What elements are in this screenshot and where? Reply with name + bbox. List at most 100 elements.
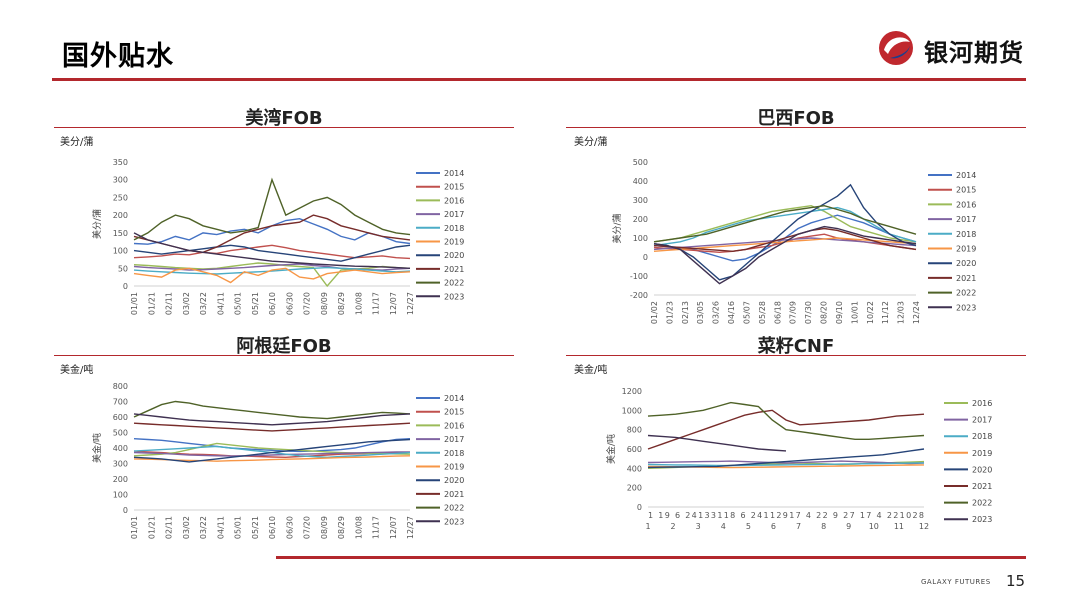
- x-tick-label: 05/01: [234, 292, 243, 315]
- legend-label-2022: 2022: [444, 279, 464, 288]
- x-tick-label: 1: [645, 522, 650, 531]
- legend-label-2015: 2015: [956, 186, 976, 195]
- series-line-2016: [653, 204, 917, 243]
- legend-label-2019: 2019: [444, 463, 464, 472]
- y-tick-label: -200: [630, 291, 648, 300]
- series-line-2020: [647, 448, 925, 469]
- legend-label-2020: 2020: [444, 251, 464, 260]
- y-tick-label: 100: [113, 247, 128, 256]
- y-tick-label: 800: [627, 426, 642, 435]
- chart-2: 0 100 200 300 400 500 600 700 800 美金/吨 01/01 01/21 0…: [91, 382, 464, 539]
- y-tick-label: 400: [113, 444, 128, 453]
- x-tick-label: 06/10: [268, 516, 277, 539]
- y-tick-label: 50: [118, 264, 128, 273]
- legend-label-2019: 2019: [956, 245, 976, 254]
- y-tick-label: 150: [113, 229, 128, 238]
- x-tick-label: 05/01: [234, 516, 243, 539]
- legend-label-2016: 2016: [956, 200, 976, 209]
- x-tick-label: 04/16: [727, 301, 736, 324]
- series-line-2022: [653, 204, 917, 243]
- x-subtick-label: 1 19 6 24133118 6 24112917 4 22 9 27 17 …: [648, 511, 924, 520]
- x-tick-label: 12/27: [406, 516, 415, 539]
- x-tick-label: 10/01: [850, 301, 859, 324]
- chart-title-rule: [566, 127, 1026, 128]
- x-tick-label: 05/21: [251, 516, 260, 539]
- y-tick-label: 400: [627, 464, 642, 473]
- legend-label-2019: 2019: [444, 238, 464, 247]
- series-line-2023: [133, 232, 411, 269]
- x-tick-label: 01/01: [130, 292, 139, 315]
- series-line-2023: [653, 225, 917, 285]
- title-divider: [52, 78, 1026, 81]
- chart-title: 阿根廷FOB: [236, 336, 332, 357]
- x-tick-label: 06/30: [285, 516, 294, 539]
- x-tick-label: 01/23: [665, 301, 674, 324]
- x-tick-label: 4: [721, 522, 726, 531]
- legend-label-2018: 2018: [956, 230, 976, 239]
- y-tick-label: 100: [113, 491, 128, 500]
- series-line-2020: [653, 183, 917, 281]
- page-title: 国外贴水: [62, 41, 174, 72]
- series-line-2017: [647, 460, 925, 465]
- x-tick-label: 11/12: [881, 301, 890, 324]
- legend-label-2022: 2022: [956, 289, 976, 298]
- x-tick-label: 07/20: [303, 516, 312, 539]
- y-tick-label: 800: [113, 382, 128, 391]
- legend-label-2023: 2023: [972, 515, 992, 524]
- legend-label-2018: 2018: [444, 224, 464, 233]
- legend-label-2014: 2014: [444, 169, 464, 178]
- series-line-2022: [133, 177, 411, 241]
- chart-title: 菜籽CNF: [757, 336, 835, 357]
- y-tick-label: 200: [113, 475, 128, 484]
- logo-text: 银河期货: [924, 39, 1024, 67]
- series-line-2022: [133, 400, 411, 420]
- legend-label-2014: 2014: [444, 394, 464, 403]
- legend-label-2017: 2017: [972, 416, 992, 425]
- y-axis-label: 美金/吨: [91, 433, 103, 463]
- y-tick-label: 600: [113, 413, 128, 422]
- legend-label-2015: 2015: [444, 408, 464, 417]
- chart-title-rule: [54, 127, 514, 128]
- y-tick-label: 300: [633, 196, 648, 205]
- x-tick-label: 7: [796, 522, 801, 531]
- series-line-2017: [653, 237, 917, 251]
- legend-label-2017: 2017: [444, 435, 464, 444]
- x-tick-label: 01/21: [147, 516, 156, 539]
- x-tick-label: 07/09: [789, 301, 798, 324]
- x-tick-label: 04/11: [216, 516, 225, 539]
- series-line-2020: [133, 244, 411, 262]
- x-tick-label: 05/21: [251, 292, 260, 315]
- y-tick-label: 250: [113, 193, 128, 202]
- y-tick-label: 400: [633, 177, 648, 186]
- series-line-2016: [133, 262, 411, 288]
- legend-label-2016: 2016: [444, 196, 464, 205]
- x-tick-label: 10/08: [354, 292, 363, 315]
- x-tick-label: 06/10: [268, 292, 277, 315]
- legend-label-2018: 2018: [444, 449, 464, 458]
- x-tick-label: 03/22: [199, 292, 208, 315]
- x-tick-label: 12: [919, 522, 929, 531]
- x-tick-label: 03/02: [182, 516, 191, 539]
- legend-label-2022: 2022: [972, 499, 992, 508]
- x-tick-label: 05/07: [742, 301, 751, 324]
- y-tick-label: 200: [633, 215, 648, 224]
- x-tick-label: 08/09: [320, 292, 329, 315]
- series-line-2023: [133, 413, 411, 426]
- legend-label-2021: 2021: [444, 265, 464, 274]
- x-tick-label: 8: [821, 522, 826, 531]
- chart-1: -200 -100 0 100 200 300 400 500 美分/蒲 01/02 01/23 02…: [611, 158, 976, 324]
- y-tick-label: 300: [113, 176, 128, 185]
- y-tick-label: 0: [123, 506, 128, 515]
- x-tick-label: 02/13: [681, 301, 690, 324]
- x-tick-label: 10/22: [866, 301, 875, 324]
- x-tick-label: 12/07: [389, 516, 398, 539]
- legend-label-2016: 2016: [444, 421, 464, 430]
- x-tick-label: 01/01: [130, 516, 139, 539]
- x-tick-label: 12/07: [389, 292, 398, 315]
- y-tick-label: 1000: [622, 406, 642, 415]
- x-tick-label: 06/18: [773, 301, 782, 324]
- y-tick-label: 1200: [622, 387, 642, 396]
- x-tick-label: 11/17: [372, 516, 381, 539]
- series-line-2014: [133, 438, 411, 453]
